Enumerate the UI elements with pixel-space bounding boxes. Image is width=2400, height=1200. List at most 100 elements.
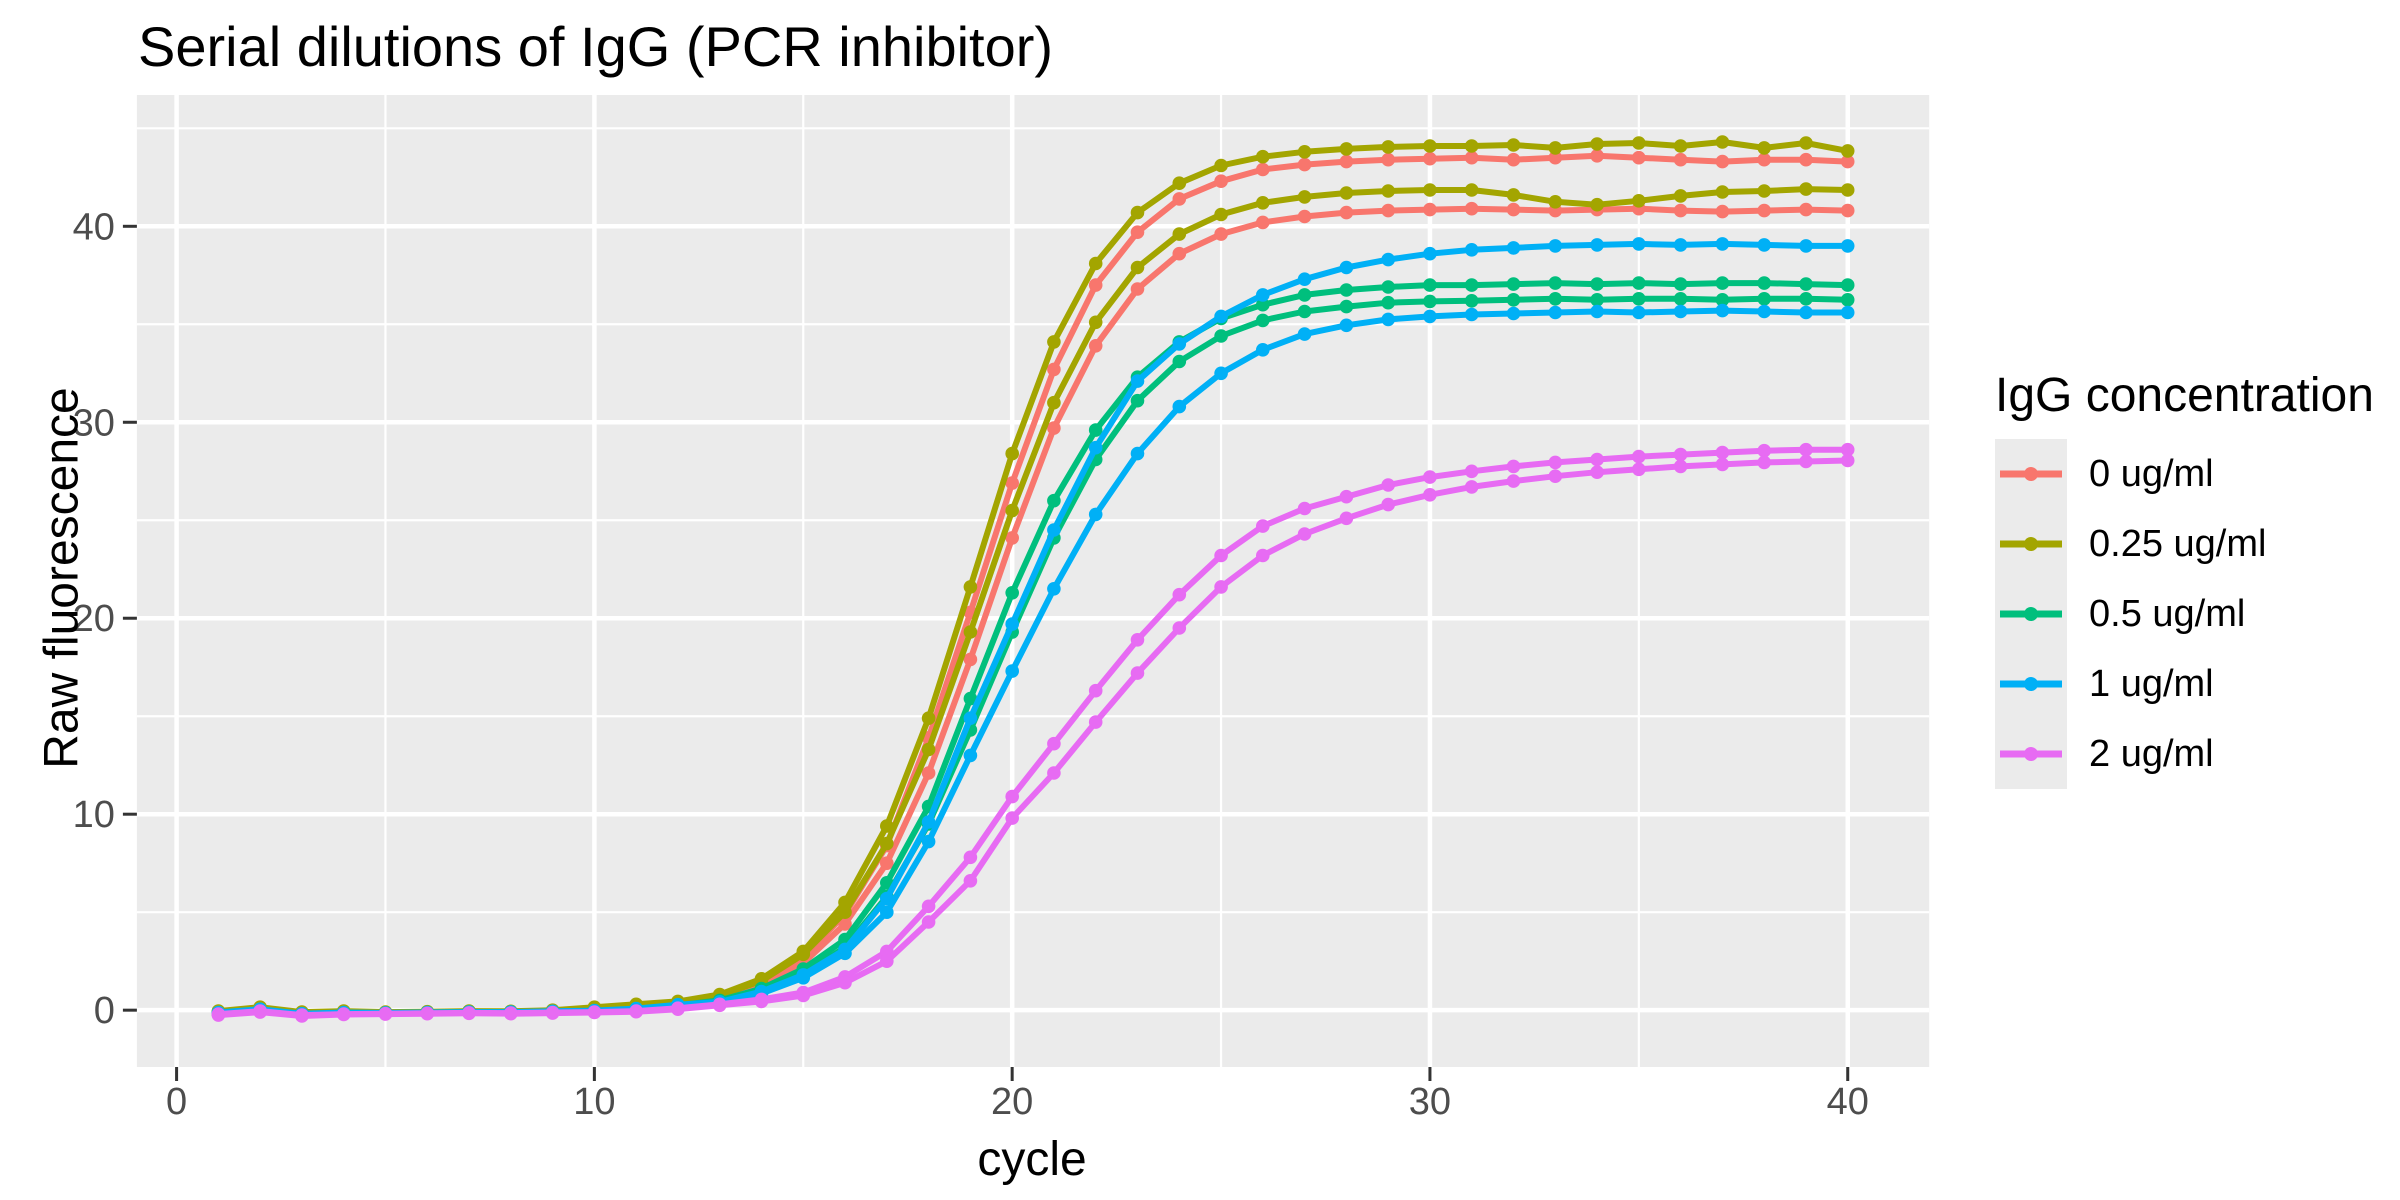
data-point [1548, 276, 1563, 290]
data-point [378, 1007, 393, 1021]
data-point [1799, 152, 1813, 167]
data-point [1799, 239, 1813, 253]
data-point [1673, 447, 1688, 462]
data-point [1840, 144, 1855, 158]
data-point [1715, 185, 1730, 199]
data-point [1548, 292, 1563, 306]
data-point [963, 711, 978, 725]
data-point [1088, 683, 1103, 698]
data-point [1464, 294, 1479, 308]
data-point [1799, 292, 1813, 306]
data-point [1632, 194, 1646, 208]
data-point [1590, 465, 1604, 480]
data-point [295, 1009, 309, 1023]
data-point [1088, 256, 1103, 271]
data-point [1673, 277, 1688, 291]
data-point [1548, 469, 1563, 484]
data-point [1590, 293, 1604, 307]
data-point [1047, 335, 1061, 349]
data-point [1464, 243, 1479, 257]
data-point [1297, 527, 1312, 541]
data-point [754, 994, 769, 1009]
data-point [1423, 470, 1437, 484]
data-point [1005, 811, 1019, 825]
data-point [1005, 446, 1019, 461]
data-point [1256, 149, 1270, 164]
data-point [838, 975, 852, 990]
data-point [1423, 202, 1437, 217]
data-point [1840, 305, 1855, 320]
data-point [1715, 293, 1730, 307]
data-point [963, 580, 978, 594]
data-point [420, 1006, 435, 1021]
data-point [1757, 141, 1771, 155]
data-point [1423, 488, 1437, 502]
y-tick-label-20: 20 [73, 598, 115, 640]
data-point [1632, 276, 1646, 290]
legend-key-swatch [1995, 439, 2067, 509]
data-point [1423, 309, 1437, 324]
data-point [1214, 227, 1228, 241]
data-point [1172, 246, 1187, 261]
data-point [1840, 154, 1855, 169]
data-point [1172, 176, 1187, 190]
x-tick-label-40: 40 [1827, 1081, 1869, 1123]
data-point [1715, 445, 1730, 460]
data-point [1130, 260, 1145, 275]
y-tick-label-30: 30 [73, 402, 115, 444]
data-point [1088, 278, 1103, 292]
legend-item-1-ug-ml: 1 ug/ml [1995, 649, 2374, 719]
data-point [1799, 442, 1813, 457]
data-point [1339, 299, 1354, 314]
data-point [1297, 501, 1312, 516]
legend-items: 0 ug/ml 0.25 ug/ml 0.5 ug/ml 1 ug/ml 2 u… [1995, 439, 2374, 789]
data-point [1172, 354, 1187, 369]
y-tick-label-0: 0 [94, 990, 115, 1032]
data-point [1297, 157, 1312, 172]
data-point [1840, 442, 1855, 457]
data-point [1297, 209, 1312, 224]
data-point [1172, 192, 1187, 206]
data-point [1757, 276, 1771, 290]
data-point [963, 874, 978, 888]
legend-title: IgG concentration [1995, 369, 2374, 422]
data-point [712, 998, 727, 1013]
data-point [1799, 136, 1813, 150]
legend-item-0-5-ug-ml: 0.5 ug/ml [1995, 579, 2374, 649]
data-point [1130, 666, 1145, 680]
data-point [1506, 293, 1521, 307]
data-point [1757, 238, 1771, 252]
data-point [1130, 633, 1145, 647]
data-point [1088, 440, 1103, 455]
data-point [1506, 202, 1521, 217]
data-point [1590, 137, 1604, 151]
data-point [1673, 203, 1688, 218]
data-point [671, 1002, 685, 1016]
data-point [1381, 497, 1395, 512]
data-point [504, 1006, 518, 1021]
data-point [1799, 305, 1813, 320]
data-point [1757, 203, 1771, 218]
y-axis-title: Raw fluorescence [35, 387, 89, 769]
data-point [1339, 283, 1354, 297]
data-point [963, 850, 978, 865]
data-point [1673, 189, 1688, 203]
legend-key-swatch [1995, 719, 2067, 789]
data-point [1005, 531, 1019, 545]
data-point [1047, 582, 1061, 596]
data-point [1423, 139, 1437, 153]
data-point [1840, 239, 1855, 253]
data-point [1632, 237, 1646, 251]
data-point [1548, 305, 1563, 320]
data-point [1172, 337, 1187, 351]
data-point [1464, 464, 1479, 479]
data-point [1047, 362, 1061, 377]
data-point [253, 1005, 267, 1019]
data-point [1214, 580, 1228, 594]
data-point [1214, 309, 1228, 324]
legend-key-swatch [1995, 579, 2067, 649]
legend-item-label: 0.5 ug/ml [2089, 592, 2246, 635]
data-point [1632, 150, 1646, 165]
data-point [921, 711, 936, 725]
